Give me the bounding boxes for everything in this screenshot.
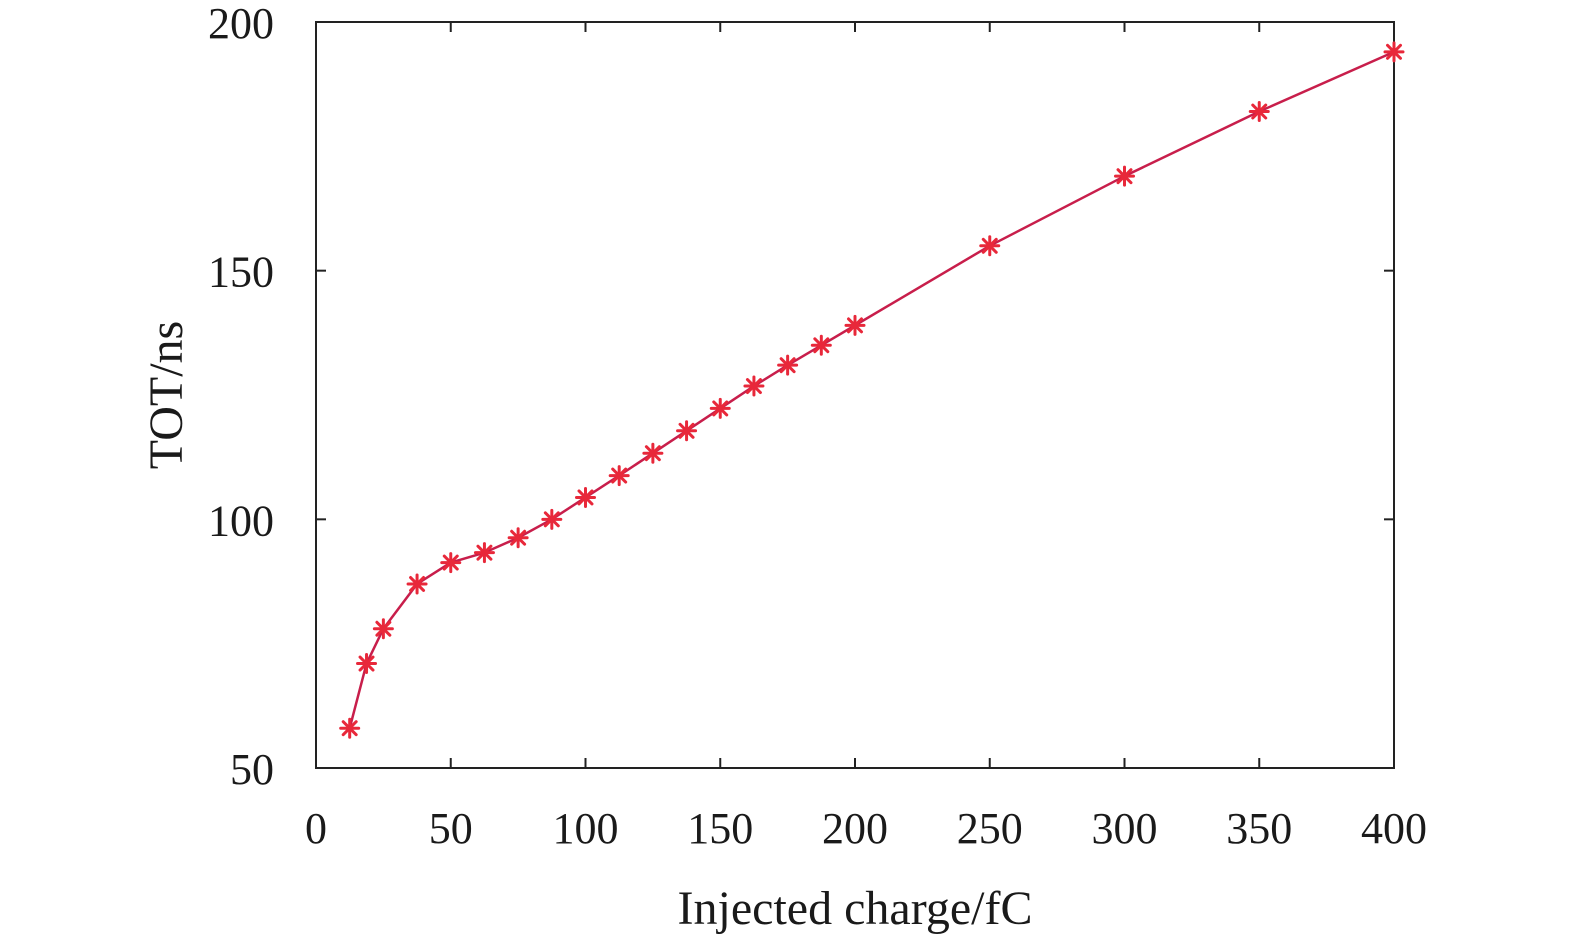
x-tick-label: 250: [957, 804, 1023, 853]
x-tick-label: 300: [1092, 804, 1158, 853]
x-tick-label: 350: [1226, 804, 1292, 853]
data-point: [777, 354, 799, 376]
series-line: [348, 50, 1395, 729]
data-point: [1383, 41, 1405, 63]
plot-frame: [315, 21, 1395, 769]
data-point: [709, 397, 731, 419]
data-point: [810, 334, 832, 356]
data-point: [507, 527, 529, 549]
x-tick-label: 0: [305, 804, 327, 853]
y-tick-label: 100: [208, 496, 274, 545]
x-tick-label: 50: [429, 804, 473, 853]
x-tick-label: 400: [1361, 804, 1427, 853]
data-point: [473, 542, 495, 564]
data-point: [406, 573, 428, 595]
x-tick-label: 150: [687, 804, 753, 853]
x-axis-title: Injected charge/fC: [678, 882, 1033, 935]
x-tick-label: 100: [553, 804, 619, 853]
data-point: [1114, 165, 1135, 187]
data-point: [356, 653, 378, 675]
y-axis-title: TOT/ns: [140, 321, 193, 469]
data-point: [642, 442, 664, 464]
data-point: [844, 314, 866, 336]
data-point: [676, 420, 698, 442]
data-point: [979, 235, 1001, 257]
data-point: [372, 618, 394, 640]
data-point: [440, 552, 462, 574]
data-point: [541, 508, 563, 530]
y-tick-label: 150: [208, 248, 274, 297]
data-point: [575, 486, 596, 508]
y-tick-label: 200: [208, 0, 274, 48]
data-point: [608, 465, 630, 487]
x-tick-label: 200: [822, 804, 888, 853]
data-point: [1248, 101, 1270, 123]
data-point: [339, 717, 361, 739]
y-tick-label: 50: [230, 745, 274, 794]
data-point: [743, 375, 765, 397]
